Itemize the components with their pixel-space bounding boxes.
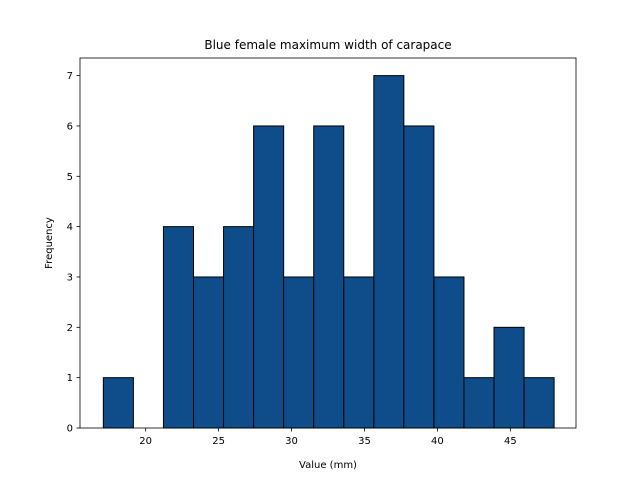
- histogram-bar: [223, 226, 255, 429]
- histogram-bar: [433, 276, 465, 429]
- x-tick-label: 25: [212, 436, 225, 447]
- histogram-bar: [373, 75, 405, 429]
- histogram-bar: [493, 326, 525, 429]
- x-tick-label: 30: [285, 436, 298, 447]
- histogram-bar: [102, 377, 134, 429]
- y-tick-label: 0: [67, 424, 73, 435]
- histogram-bar: [283, 276, 315, 429]
- y-axis: 0 1 2 3 4 5 6 7: [67, 71, 80, 435]
- x-axis-label: Value (mm): [299, 460, 357, 471]
- x-tick-label: 40: [431, 436, 444, 447]
- histogram-bar: [523, 377, 555, 429]
- histogram-bar: [403, 125, 435, 429]
- histogram-bar: [343, 276, 375, 429]
- y-tick-label: 1: [67, 373, 73, 384]
- histogram-bar: [313, 125, 345, 429]
- x-tick-label: 20: [139, 436, 152, 447]
- y-tick-label: 2: [67, 323, 73, 334]
- y-tick-label: 4: [67, 222, 73, 233]
- histogram-bar: [192, 276, 225, 429]
- chart-title: Blue female maximum width of carapace: [204, 38, 451, 52]
- y-axis-label: Frequency: [44, 217, 55, 269]
- x-tick-label: 35: [358, 436, 371, 447]
- y-tick-label: 5: [67, 172, 73, 183]
- plot-frame: [79, 57, 577, 429]
- x-axis: 20 25 30 35 40 45: [139, 428, 517, 447]
- bars-group: [102, 75, 555, 429]
- histogram-bar: [463, 377, 495, 429]
- y-tick-label: 7: [67, 71, 73, 82]
- x-tick-label: 45: [504, 436, 517, 447]
- histogram-bar: [253, 125, 285, 429]
- y-tick-label: 3: [67, 272, 73, 283]
- y-tick-label: 6: [67, 121, 73, 132]
- histogram-bar: [162, 226, 194, 429]
